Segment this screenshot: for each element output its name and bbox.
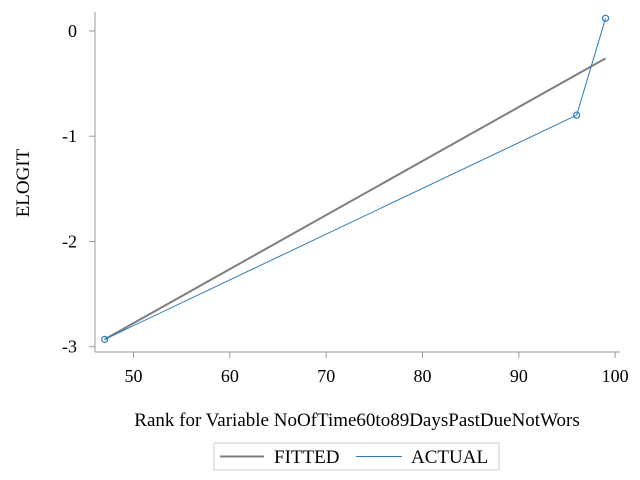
legend-label-fitted: FITTED [274, 447, 339, 468]
axes: 50 60 70 80 90 100 0 -1 -2 -3 [62, 12, 629, 386]
x-tick-label: 80 [414, 366, 432, 386]
data-point-actual [601, 14, 610, 22]
y-axis-title: ELOGIT [13, 148, 34, 217]
x-axis-title: Rank for Variable NoOfTime60to89DaysPast… [134, 410, 579, 431]
series-line-fitted [104, 57, 607, 341]
y-tick-label: -2 [62, 231, 77, 251]
x-tick-label: 90 [510, 366, 528, 386]
y-tick-label: -3 [62, 337, 77, 357]
data-point-actual [101, 335, 109, 343]
legend: FITTED ACTUAL [213, 442, 500, 471]
x-tick-label: 50 [125, 366, 143, 386]
x-tick-label: 70 [317, 366, 335, 386]
x-tick-label: 60 [221, 366, 239, 386]
x-tick-label: 100 [602, 366, 629, 386]
data-point-actual [573, 111, 581, 119]
y-tick-label: -1 [62, 126, 77, 146]
y-tick-label: 0 [68, 21, 77, 41]
series-line-actual [104, 18, 607, 340]
legend-label-actual: ACTUAL [411, 447, 488, 468]
plot-lines [101, 14, 610, 343]
